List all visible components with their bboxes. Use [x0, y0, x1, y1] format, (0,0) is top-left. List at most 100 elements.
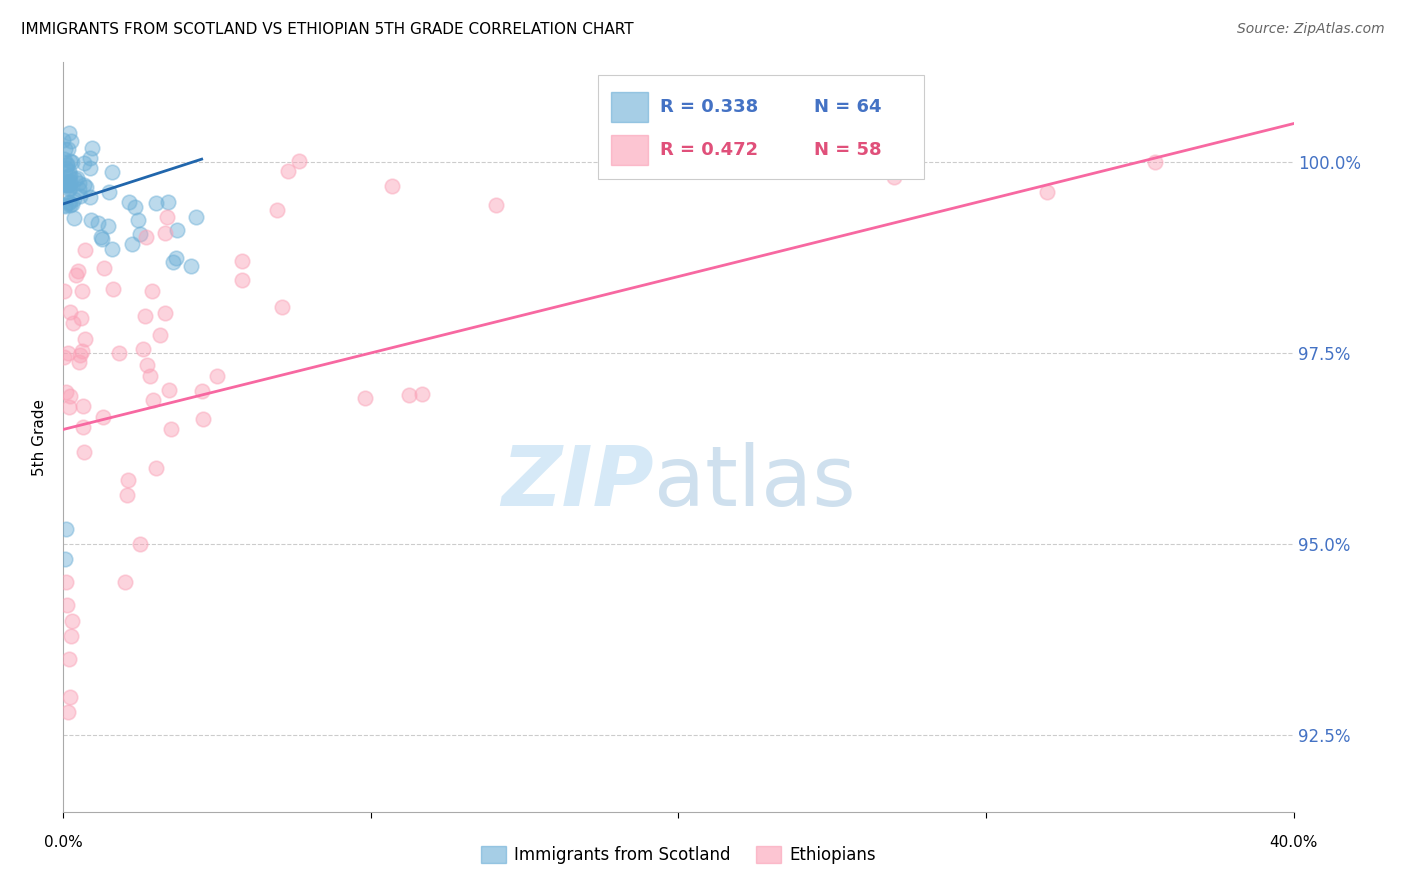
- Point: [135, 230, 157, 244]
- Point: [118, 194, 141, 209]
- Point: [100, 165, 122, 179]
- Point: [190, 384, 212, 399]
- Point: [73, 445, 96, 459]
- Point: [1144, 154, 1167, 169]
- Point: [59, 178, 82, 192]
- Point: [60, 155, 83, 169]
- Point: [142, 393, 165, 408]
- Point: [90, 230, 112, 244]
- Point: [56, 706, 79, 720]
- Point: [58, 178, 80, 192]
- Point: [53, 284, 76, 298]
- Point: [62, 614, 84, 628]
- Point: [121, 236, 143, 251]
- Point: [157, 383, 180, 397]
- Point: [53, 199, 76, 213]
- Point: [141, 284, 163, 298]
- Point: [59, 180, 82, 194]
- Point: [59, 154, 82, 169]
- Point: [58, 195, 80, 210]
- Point: [69, 355, 91, 369]
- Point: [55, 385, 77, 400]
- Point: [70, 311, 93, 326]
- Point: [53, 552, 76, 566]
- Point: [73, 178, 96, 193]
- Point: [75, 332, 97, 346]
- Point: [59, 197, 82, 211]
- Point: [80, 213, 103, 227]
- Point: [58, 164, 80, 178]
- Point: [381, 178, 404, 193]
- Point: [108, 345, 131, 359]
- Text: atlas: atlas: [654, 442, 855, 523]
- Point: [153, 306, 176, 320]
- Point: [166, 223, 188, 237]
- Point: [485, 198, 508, 212]
- Point: [56, 178, 79, 193]
- Point: [129, 537, 152, 551]
- Point: [138, 368, 160, 383]
- Point: [124, 200, 146, 214]
- Point: [63, 171, 86, 186]
- Point: [67, 182, 90, 196]
- Point: [56, 346, 79, 360]
- Point: [80, 141, 103, 155]
- Point: [411, 387, 433, 401]
- Point: [58, 169, 80, 183]
- Point: [145, 460, 167, 475]
- Point: [69, 348, 91, 362]
- Point: [117, 473, 139, 487]
- Text: 0.0%: 0.0%: [44, 835, 83, 850]
- Point: [127, 213, 149, 227]
- Point: [231, 253, 253, 268]
- Text: 40.0%: 40.0%: [1270, 835, 1317, 850]
- Point: [398, 388, 420, 402]
- Point: [91, 409, 114, 424]
- Point: [55, 178, 77, 192]
- Point: [180, 259, 202, 273]
- Point: [79, 151, 101, 165]
- Point: [883, 170, 905, 185]
- Point: [52, 173, 75, 187]
- Point: [115, 487, 138, 501]
- Point: [353, 391, 375, 405]
- Y-axis label: 5th Grade: 5th Grade: [32, 399, 48, 475]
- Bar: [610, 92, 648, 121]
- Text: IMMIGRANTS FROM SCOTLAND VS ETHIOPIAN 5TH GRADE CORRELATION CHART: IMMIGRANTS FROM SCOTLAND VS ETHIOPIAN 5T…: [21, 22, 634, 37]
- Text: R = 0.472: R = 0.472: [659, 141, 758, 159]
- Point: [65, 268, 87, 282]
- Point: [53, 351, 76, 365]
- Point: [53, 152, 76, 166]
- Point: [166, 251, 188, 265]
- Point: [93, 260, 115, 275]
- Point: [58, 194, 80, 209]
- Text: Source: ZipAtlas.com: Source: ZipAtlas.com: [1237, 22, 1385, 37]
- Point: [277, 163, 299, 178]
- Point: [162, 255, 184, 269]
- Point: [97, 219, 120, 233]
- Point: [135, 359, 157, 373]
- Point: [72, 399, 94, 413]
- Point: [59, 168, 82, 182]
- Point: [90, 232, 112, 246]
- Text: N = 64: N = 64: [814, 97, 882, 116]
- Point: [132, 342, 155, 356]
- Point: [114, 575, 136, 590]
- Point: [53, 142, 76, 156]
- Point: [73, 156, 96, 170]
- Point: [58, 652, 80, 666]
- Point: [266, 202, 288, 217]
- Point: [155, 227, 177, 241]
- Point: [70, 343, 93, 358]
- Point: [79, 190, 101, 204]
- Point: [66, 171, 89, 186]
- Point: [98, 185, 121, 199]
- Point: [55, 575, 77, 590]
- Point: [60, 197, 83, 211]
- Point: [63, 192, 86, 206]
- Point: [79, 161, 101, 175]
- Point: [72, 284, 94, 298]
- Point: [271, 300, 294, 314]
- Point: [62, 316, 84, 330]
- Point: [287, 153, 309, 168]
